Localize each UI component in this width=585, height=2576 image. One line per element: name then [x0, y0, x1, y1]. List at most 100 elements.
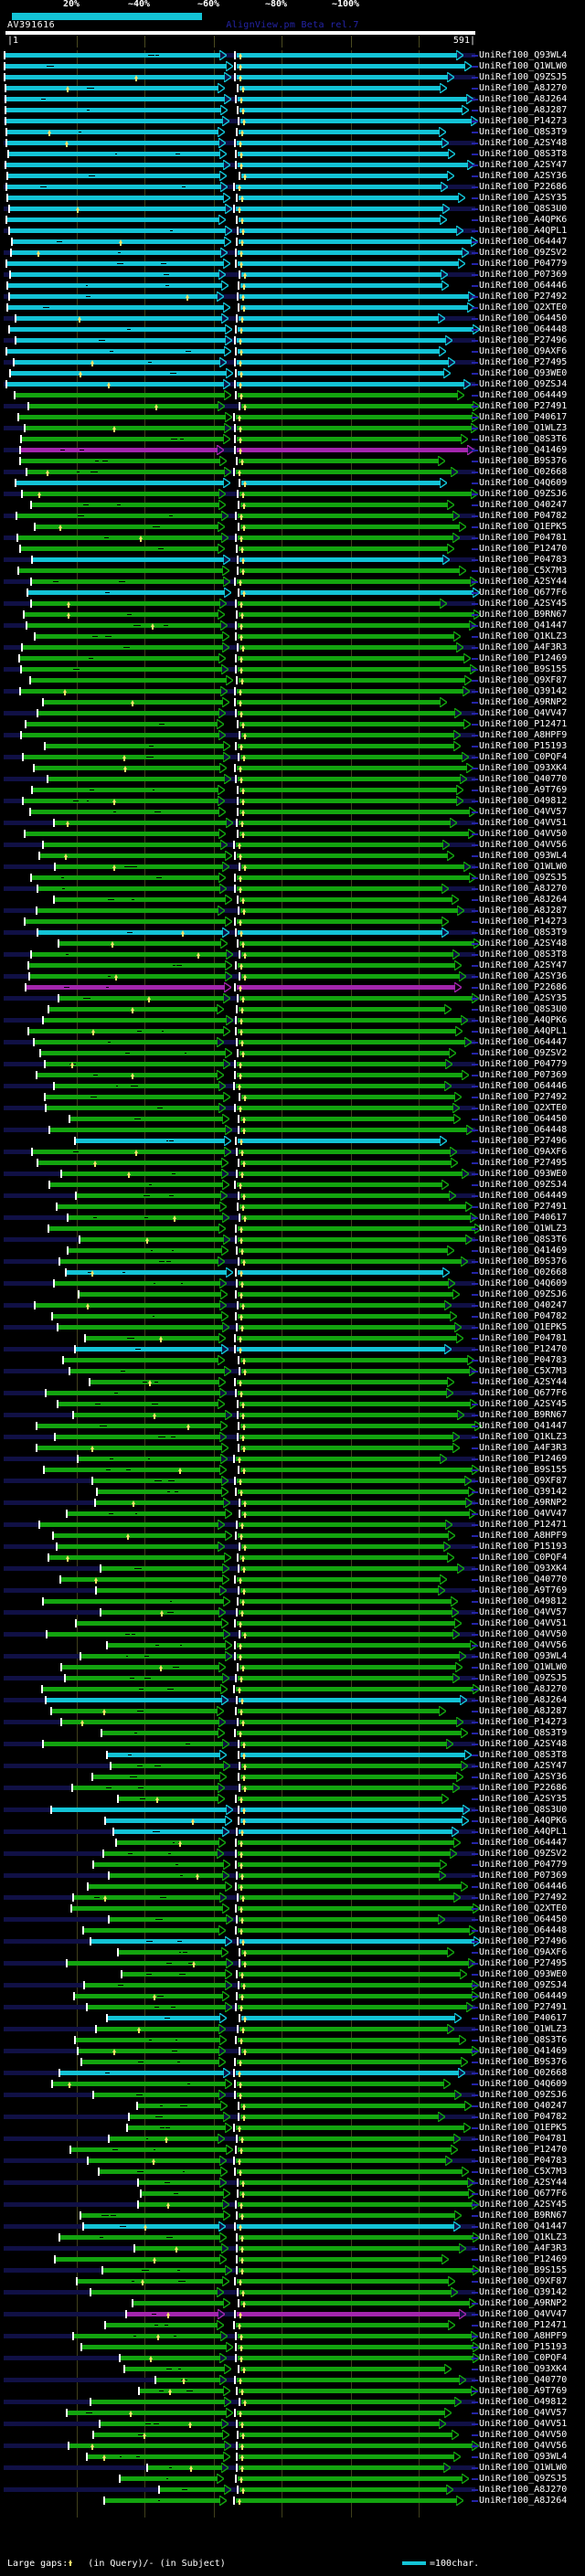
hit-id-label[interactable]: UniRef100_B9S155	[479, 2265, 568, 2275]
alignment-row[interactable]	[0, 884, 585, 895]
hit-id-label[interactable]: UniRef100_Q9ZSJ5	[479, 873, 568, 883]
hit-id-label[interactable]: UniRef100_Q4VV56	[479, 2441, 568, 2451]
hit-id-label[interactable]: UniRef100_P12471	[479, 719, 568, 729]
query-hit-segment[interactable]	[7, 261, 224, 266]
query-hit-segment[interactable]	[5, 53, 220, 58]
hit-id-label[interactable]: UniRef100_Q9XF87	[479, 675, 568, 685]
subject-hit-segment[interactable]	[238, 514, 453, 518]
query-hit-segment[interactable]	[10, 294, 218, 299]
hit-id-label[interactable]: UniRef100_B9RN67	[479, 1410, 568, 1420]
hit-id-label[interactable]: UniRef100_A4QPK6	[479, 1015, 568, 1025]
hit-id-label[interactable]: UniRef100_A2SY44	[479, 577, 568, 587]
hit-id-label[interactable]: UniRef100_B9RN67	[479, 2210, 568, 2221]
hit-id-label[interactable]: UniRef100_Q1EPK5	[479, 2123, 568, 2133]
alignment-row[interactable]	[0, 1059, 585, 1070]
subject-hit-segment[interactable]	[238, 1226, 475, 1231]
query-hit-segment[interactable]	[11, 371, 227, 376]
hit-id-label[interactable]: UniRef100_Q8S3T6	[479, 434, 568, 444]
alignment-row[interactable]	[0, 1256, 585, 1267]
hit-id-label[interactable]: UniRef100_Q4VV50	[479, 829, 568, 839]
alignment-row[interactable]	[0, 357, 585, 368]
subject-hit-segment[interactable]	[239, 568, 460, 573]
hit-id-label[interactable]: UniRef100_Q1KLZ3	[479, 2232, 568, 2242]
subject-hit-segment[interactable]	[241, 481, 441, 485]
query-hit-segment[interactable]	[31, 810, 219, 814]
subject-hit-segment[interactable]	[236, 185, 441, 189]
hit-id-label[interactable]: UniRef100_Q9ZSJ6	[479, 489, 568, 499]
hit-id-label[interactable]: UniRef100_A9RNP2	[479, 1498, 568, 1508]
subject-hit-segment[interactable]	[237, 64, 465, 69]
alignment-row[interactable]	[0, 906, 585, 917]
query-hit-segment[interactable]	[29, 404, 218, 408]
hit-id-label[interactable]: UniRef100_Q1EPK5	[479, 522, 568, 532]
query-hit-segment[interactable]	[21, 448, 218, 452]
hit-id-label[interactable]: UniRef100_Q4VV57	[479, 2408, 568, 2418]
subject-hit-segment[interactable]	[237, 1062, 446, 1066]
query-hit-segment[interactable]	[37, 908, 218, 913]
query-hit-segment[interactable]	[7, 130, 218, 134]
alignment-row[interactable]	[0, 423, 585, 434]
query-hit-segment[interactable]	[27, 985, 225, 990]
subject-hit-segment[interactable]	[240, 1117, 454, 1121]
subject-hit-segment[interactable]	[237, 382, 464, 387]
hit-id-label[interactable]: UniRef100_Q8S3T9	[479, 1728, 568, 1738]
hit-id-label[interactable]: UniRef100_B9S376	[479, 1256, 568, 1267]
hit-id-label[interactable]: UniRef100_O49812	[479, 796, 568, 806]
alignment-row[interactable]	[0, 708, 585, 719]
hit-id-label[interactable]: UniRef100_Q1WLW0	[479, 1662, 568, 1672]
alignment-row[interactable]	[0, 226, 585, 237]
alignment-row[interactable]	[0, 730, 585, 741]
hit-id-label[interactable]: UniRef100_P04781	[479, 1333, 568, 1343]
subject-hit-segment[interactable]	[239, 1248, 448, 1253]
subject-hit-segment[interactable]	[239, 217, 441, 222]
hit-id-label[interactable]: UniRef100_O64447	[479, 1838, 568, 1848]
hit-id-label[interactable]: UniRef100_O64450	[479, 313, 568, 323]
hit-id-label[interactable]: UniRef100_P12469	[479, 2254, 568, 2264]
alignment-row[interactable]	[0, 1191, 585, 1202]
query-hit-segment[interactable]	[58, 1325, 223, 1330]
hit-id-label[interactable]: UniRef100_O49812	[479, 1596, 568, 1606]
subject-hit-segment[interactable]	[238, 261, 459, 266]
query-hit-segment[interactable]	[22, 437, 224, 441]
subject-hit-segment[interactable]	[237, 853, 448, 858]
hit-id-label[interactable]: UniRef100_P27495	[479, 1958, 568, 1968]
hit-id-label[interactable]: UniRef100_Q02668	[479, 2068, 568, 2078]
hit-id-label[interactable]: UniRef100_A2SY35	[479, 993, 568, 1003]
alignment-row[interactable]	[0, 171, 585, 182]
alignment-row[interactable]	[0, 412, 585, 423]
query-hit-segment[interactable]	[27, 623, 221, 628]
hit-id-label[interactable]: UniRef100_P15193	[479, 741, 568, 751]
query-hit-segment[interactable]	[27, 722, 218, 726]
alignment-row[interactable]	[0, 116, 585, 127]
subject-hit-segment[interactable]	[237, 700, 441, 705]
hit-id-label[interactable]: UniRef100_O64449	[479, 390, 568, 400]
hit-id-label[interactable]: UniRef100_P04783	[479, 555, 568, 565]
hit-id-label[interactable]: UniRef100_O64446	[479, 1882, 568, 1892]
subject-hit-segment[interactable]	[239, 941, 474, 946]
hit-id-label[interactable]: UniRef100_O64446	[479, 281, 568, 291]
hit-id-label[interactable]: UniRef100_A2SY47	[479, 960, 568, 970]
alignment-row[interactable]	[0, 971, 585, 982]
query-hit-segment[interactable]	[26, 426, 225, 430]
hit-id-label[interactable]: UniRef100_Q4Q609	[479, 1278, 568, 1288]
hit-id-label[interactable]: UniRef100_Q41469	[479, 445, 568, 455]
hit-id-label[interactable]: UniRef100_A2SY44	[479, 1377, 568, 1387]
hit-id-label[interactable]: UniRef100_A8J270	[479, 83, 568, 93]
hit-id-label[interactable]: UniRef100_P27496	[479, 1936, 568, 1946]
query-hit-segment[interactable]	[8, 283, 222, 288]
hit-id-label[interactable]: UniRef100_A4QPK6	[479, 1816, 568, 1826]
subject-hit-segment[interactable]	[240, 1259, 462, 1264]
query-hit-segment[interactable]	[46, 1062, 224, 1066]
subject-hit-segment[interactable]	[239, 1040, 465, 1044]
alignment-row[interactable]	[0, 719, 585, 730]
query-hit-segment[interactable]	[21, 546, 218, 551]
hit-id-label[interactable]: UniRef100_P27496	[479, 335, 568, 345]
hit-id-label[interactable]: UniRef100_P40617	[479, 1213, 568, 1223]
hit-id-label[interactable]: UniRef100_A9T769	[479, 2386, 568, 2396]
alignment-row[interactable]	[0, 522, 585, 533]
alignment-row[interactable]	[0, 1015, 585, 1026]
subject-hit-segment[interactable]	[239, 645, 457, 650]
subject-hit-segment[interactable]	[241, 952, 453, 957]
alignment-row[interactable]	[0, 949, 585, 960]
hit-id-label[interactable]: UniRef100_P14273	[479, 116, 568, 126]
